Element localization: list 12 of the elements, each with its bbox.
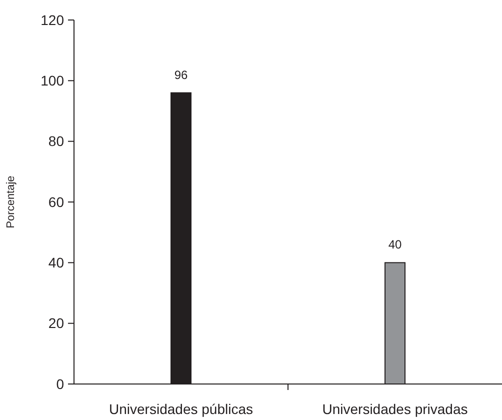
y-tick-label: 60	[48, 194, 64, 210]
y-tick-label: 20	[48, 315, 64, 332]
y-tick-label: 80	[48, 133, 64, 150]
data-label: 40	[388, 238, 402, 252]
y-axis-title: Porcentaje	[5, 176, 17, 228]
x-tick-label: Universidades públicas	[109, 401, 253, 417]
y-tick-label: 100	[40, 72, 64, 89]
y-tick-label: 0	[56, 376, 64, 392]
y-tick-label: 120	[40, 12, 64, 28]
x-tick-label: Universidades privadas	[322, 401, 468, 417]
data-label: 96	[174, 68, 188, 82]
y-tick-label: 40	[48, 254, 64, 271]
